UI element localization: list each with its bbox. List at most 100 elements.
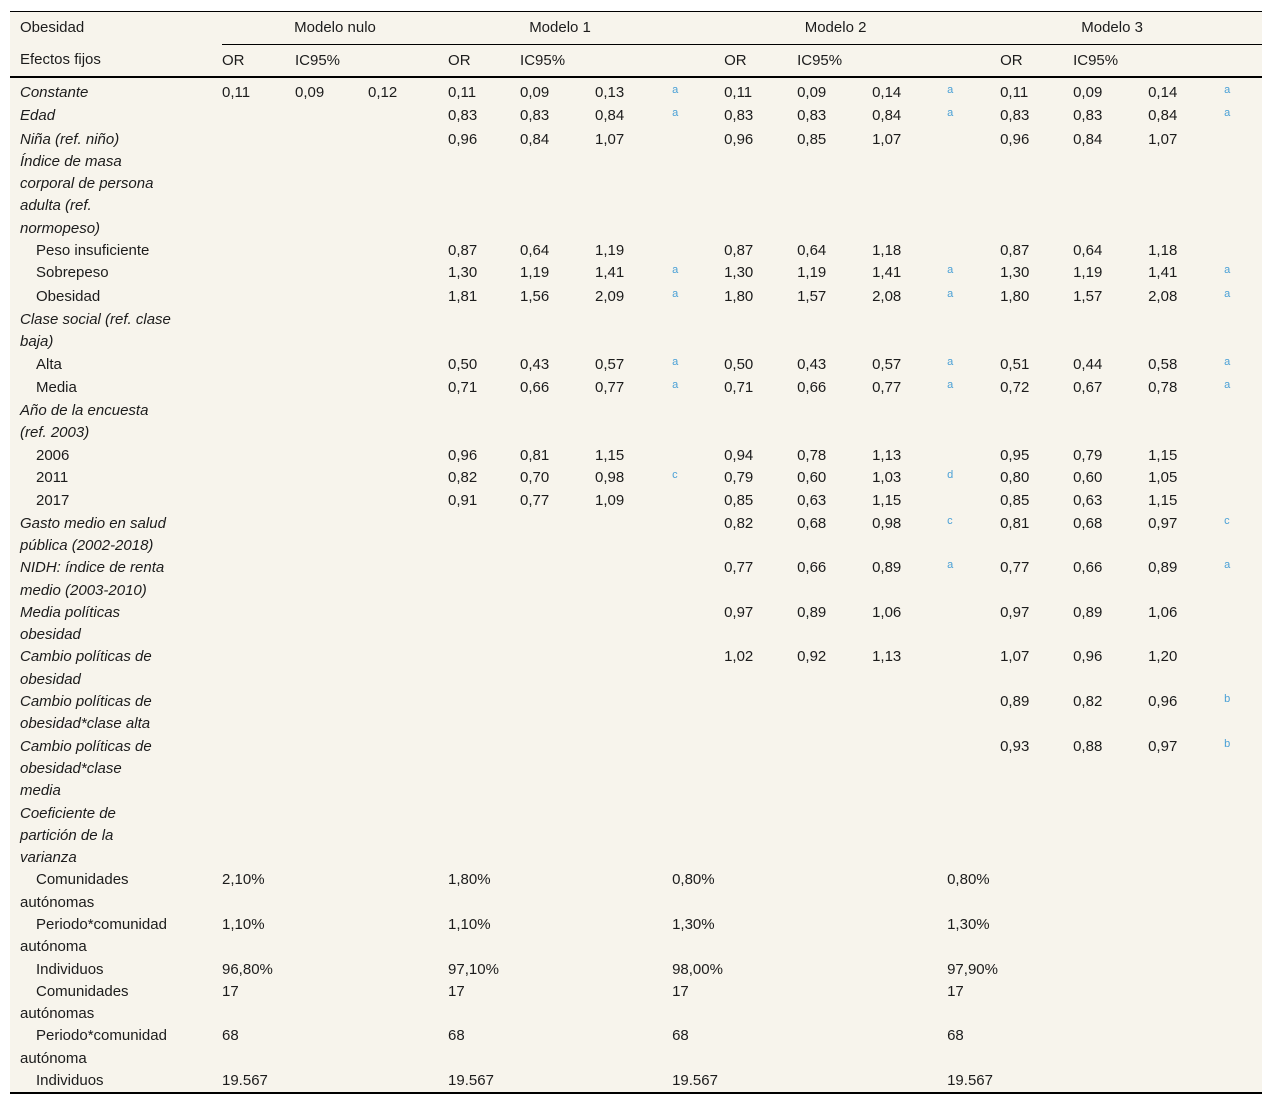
ci-header: IC95% [797,44,948,78]
value-cell: 1,19 [797,264,827,282]
value-cell: 0,51 [1000,355,1030,373]
significance-superscript: c [672,467,724,490]
superscript-letter: a [1224,355,1231,368]
ci-header: IC95% [295,44,449,78]
significance-superscript: a [1224,262,1262,285]
value-cell [724,151,797,240]
table-row: 2011 0,82 0,70 0,98 c 0,79 0,60 1,03 d 0,80 0,60 1,… [10,467,1262,490]
value-cell [520,151,595,240]
table-row: Cambio políticas de obesidad 1,02 0,92 1,13… [10,646,1262,691]
value-cell: 0,83 [448,107,478,125]
summary-value-cell: 0,80% [947,871,990,889]
value-cell [222,240,295,262]
summary-value-cell: 17 [672,982,689,1000]
superscript-letter: a [1224,378,1231,391]
value-cell: 0,14 [872,84,902,101]
value-cell [222,646,295,691]
value-cell [1000,151,1073,240]
summary-value-cell: 1,10% [222,915,265,933]
value-cell: 1,07 [1148,130,1178,148]
value-cell [368,262,448,285]
summary-value-cell: 17 [222,982,239,1000]
summary-value-cell: 1,30% [672,915,715,933]
summary-value-cell: 1,80% [448,871,491,889]
row-label: Año de la encuesta (ref. 2003) [20,402,149,442]
value-cell [595,646,672,691]
table-row: Alta 0,50 0,43 0,57 a 0,50 0,43 0,57 a 0,51 0,44 0,… [10,354,1262,377]
significance-superscript [1224,400,1262,445]
value-cell [222,736,295,803]
value-cell: 2,08 [872,287,902,305]
value-cell [520,309,595,354]
value-cell [448,803,520,870]
row-label: Periodo*comunidad autónoma [20,1027,167,1067]
value-cell: 0,11 [222,84,251,101]
value-cell [295,309,368,354]
value-cell: 1,09 [595,492,625,510]
value-cell [295,240,368,262]
value-cell [368,105,448,128]
value-cell: 0,97 [1148,514,1178,532]
value-cell [222,400,295,445]
table-row: NIDH: índice de renta medio (2003-2010) 0… [10,557,1262,602]
value-cell: 0,82 [448,469,478,487]
summary-value-cell: 19.567 [672,1072,718,1090]
value-cell: 1,41 [1148,264,1178,282]
summary-value-cell: 2,10% [222,871,265,889]
value-cell: 0,84 [595,107,625,125]
value-cell [368,557,448,602]
model-header-2: Modelo 2 [724,11,948,45]
value-cell: 1,41 [595,264,625,282]
superscript-letter: a [1224,107,1231,120]
value-cell: 0,58 [1148,355,1178,373]
value-cell [520,803,595,870]
fixed-effects-header: Efectos fijos [10,44,222,78]
significance-superscript [672,151,724,240]
significance-superscript: a [672,377,724,400]
value-cell: 0,83 [797,107,827,125]
superscript-letter: a [947,559,954,572]
model-header-spacer [672,11,725,45]
value-cell: 0,85 [724,492,754,510]
table-row: Individuos 19.567 19.567 19.567 19.567 [10,1070,1262,1093]
value-cell: 0,09 [295,84,325,101]
value-cell [872,736,947,803]
value-cell: 0,77 [595,378,625,396]
value-cell [295,646,368,691]
value-cell [368,240,448,262]
value-cell [222,262,295,285]
significance-superscript [672,557,724,602]
significance-superscript [947,490,1000,512]
value-cell [295,803,368,870]
significance-superscript [672,736,724,803]
value-cell [222,129,295,151]
value-cell: 0,68 [797,514,827,532]
superscript-letter: a [672,264,679,277]
table-body: Constante 0,11 0,09 0,12 0,11 0,09 0,13 a 0,11 0,… [10,77,1262,1093]
significance-superscript: a [672,105,724,128]
value-cell: 0,64 [1073,242,1103,260]
value-cell [448,309,520,354]
summary-value-cell: 17 [947,982,964,1000]
value-cell: 1,30 [724,264,754,282]
table-row: Periodo*comunidad autónoma 68 68 68 68 [10,1025,1262,1070]
summary-value-cell: 1,30% [947,915,990,933]
value-cell: 1,06 [872,603,902,621]
value-cell: 0,84 [520,130,550,148]
value-cell: 0,84 [872,107,902,125]
value-cell [368,490,448,512]
value-cell [872,309,947,354]
value-cell: 0,60 [1073,469,1103,487]
value-cell [724,691,797,736]
superscript-letter: c [672,469,678,482]
summary-value-cell: 19.567 [448,1072,494,1090]
significance-superscript: a [672,262,724,285]
value-cell: 0,89 [1000,693,1030,711]
value-cell: 0,96 [724,130,754,148]
value-cell: 0,71 [724,378,754,396]
value-cell: 0,94 [724,446,754,464]
value-cell [520,646,595,691]
value-cell [1073,151,1148,240]
value-cell [295,445,368,467]
value-cell [724,309,797,354]
